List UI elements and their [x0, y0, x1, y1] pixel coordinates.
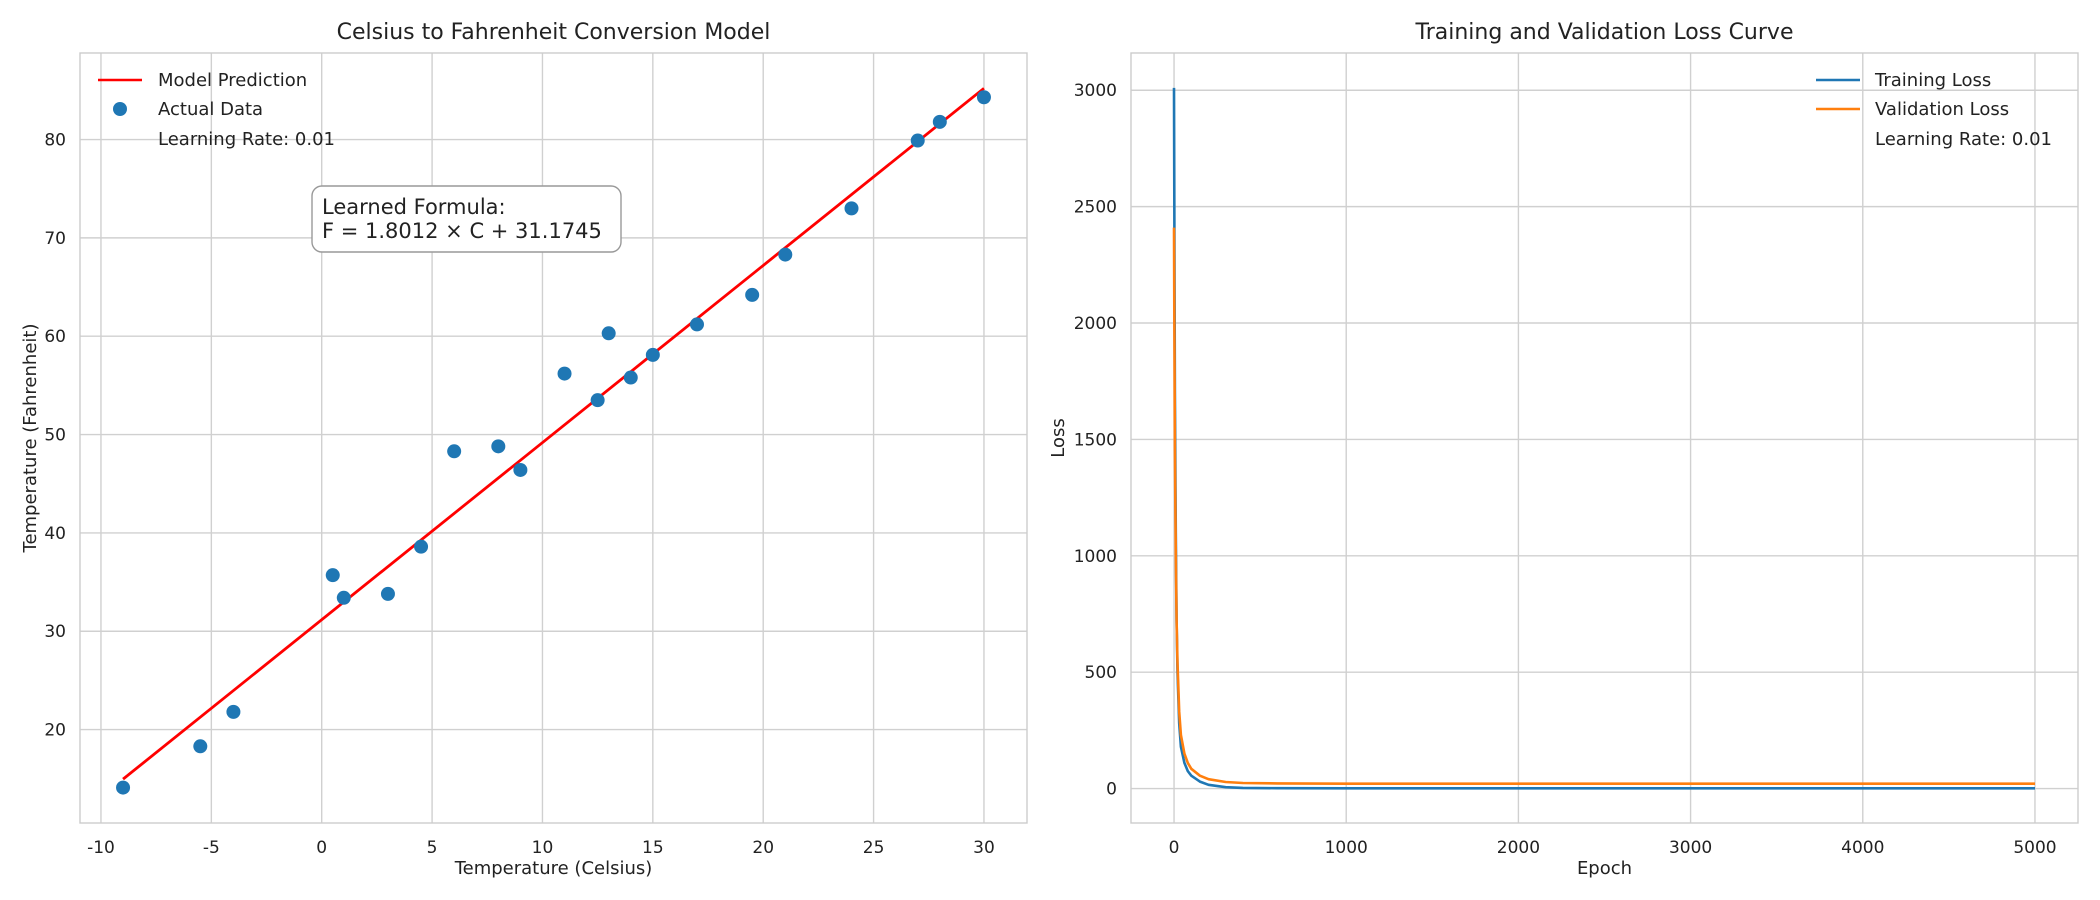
loss-xtick-label: 5000 — [2013, 838, 2056, 858]
formula-equation: F = 1.8012 × C + 31.1745 — [322, 219, 602, 243]
loss-chart-frame — [1130, 52, 2079, 824]
data-point — [976, 90, 991, 105]
legend-data-swatch — [113, 102, 127, 116]
data-point — [623, 370, 638, 385]
loss-ytick-label: 500 — [1085, 663, 1117, 683]
data-point — [590, 393, 605, 408]
legend-validation-label: Validation Loss — [1875, 99, 2009, 120]
legend-loss-learning-rate: Learning Rate: 0.01 — [1875, 129, 2052, 150]
conversion-ytick-label: 30 — [44, 622, 66, 642]
conversion-chart-ticks: -10 -5 0 5 10 15 20 25 30 20 30 40 50 60 70 80 — [44, 131, 994, 858]
training-loss-line — [1172, 87, 2035, 790]
conversion-xtick-label: 15 — [642, 838, 664, 858]
conversion-ytick-label: 50 — [44, 426, 66, 446]
prediction-line — [122, 87, 985, 781]
conversion-xtick-label: -10 — [87, 838, 115, 858]
data-point — [601, 326, 616, 341]
data-point — [414, 539, 429, 554]
data-point — [193, 739, 208, 754]
conversion-chart: -10 -5 0 5 10 15 20 25 30 20 30 40 50 60 70 80 Celsius … — [20, 20, 1028, 879]
conversion-chart-xlabel: Temperature (Celsius) — [454, 858, 653, 879]
data-point — [491, 439, 506, 454]
conversion-chart-marks — [116, 87, 991, 795]
loss-chart-ticks: 0 1000 2000 3000 4000 5000 0 500 1000 1500 2000 250… — [1074, 81, 2057, 858]
conversion-xtick-label: 0 — [316, 838, 327, 858]
conversion-xtick-label: -5 — [203, 838, 220, 858]
legend-training-label: Training Loss — [1874, 70, 1991, 91]
data-point — [226, 704, 241, 719]
data-point — [932, 114, 947, 129]
legend-prediction-label: Model Prediction — [158, 70, 307, 91]
conversion-xtick-label: 30 — [973, 838, 995, 858]
loss-ytick-label: 1000 — [1074, 547, 1117, 567]
loss-chart-marks — [1172, 87, 2035, 790]
loss-chart-ylabel: Loss — [1048, 418, 1069, 457]
loss-xtick-label: 1000 — [1325, 838, 1368, 858]
data-point — [689, 317, 704, 332]
legend-learning-rate: Learning Rate: 0.01 — [158, 129, 335, 150]
conversion-ytick-label: 60 — [44, 327, 66, 347]
conversion-xtick-label: 25 — [863, 838, 885, 858]
conversion-ytick-label: 80 — [44, 131, 66, 151]
conversion-chart-frame — [79, 52, 1028, 824]
conversion-ytick-label: 70 — [44, 229, 66, 249]
loss-ytick-label: 0 — [1106, 780, 1117, 800]
conversion-legend: Model Prediction Actual Data Learning Ra… — [98, 70, 335, 150]
data-point — [910, 133, 925, 148]
loss-ytick-label: 1500 — [1074, 430, 1117, 450]
conversion-xtick-label: 5 — [427, 838, 438, 858]
data-point — [447, 444, 462, 459]
data-point — [380, 586, 395, 601]
formula-annotation: Learned Formula: F = 1.8012 × C + 31.174… — [311, 185, 622, 253]
conversion-xtick-label: 20 — [752, 838, 774, 858]
loss-ytick-label: 2000 — [1074, 314, 1117, 334]
validation-loss-line — [1172, 227, 2035, 786]
conversion-chart-ylabel: Temperature (Fahrenheit) — [20, 324, 41, 554]
loss-legend: Training Loss Validation Loss Learning R… — [1816, 70, 2052, 150]
loss-chart-grid — [1131, 53, 2078, 823]
data-point — [645, 347, 660, 362]
loss-ytick-label: 3000 — [1074, 81, 1117, 101]
formula-heading: Learned Formula: — [322, 195, 506, 219]
loss-xtick-label: 0 — [1169, 838, 1180, 858]
legend-data-label: Actual Data — [158, 99, 263, 120]
loss-xtick-label: 4000 — [1841, 838, 1884, 858]
data-point — [116, 780, 131, 795]
data-point — [778, 247, 793, 262]
conversion-xtick-label: 10 — [532, 838, 554, 858]
loss-chart: 0 1000 2000 3000 4000 5000 0 500 1000 1500 2000 250… — [1048, 20, 2079, 879]
conversion-chart-title: Celsius to Fahrenheit Conversion Model — [337, 20, 771, 45]
formula-box — [311, 185, 622, 253]
loss-chart-title: Training and Validation Loss Curve — [1415, 20, 1794, 45]
conversion-ytick-label: 40 — [44, 524, 66, 544]
loss-chart-xlabel: Epoch — [1577, 858, 1632, 879]
data-point — [513, 462, 528, 477]
data-point — [745, 287, 760, 302]
loss-xtick-label: 3000 — [1669, 838, 1712, 858]
data-point — [557, 366, 572, 381]
loss-ytick-label: 2500 — [1074, 198, 1117, 218]
loss-xtick-label: 2000 — [1497, 838, 1540, 858]
conversion-ytick-label: 20 — [44, 721, 66, 741]
data-point — [844, 201, 859, 216]
data-point — [336, 590, 351, 605]
data-point — [325, 568, 340, 583]
